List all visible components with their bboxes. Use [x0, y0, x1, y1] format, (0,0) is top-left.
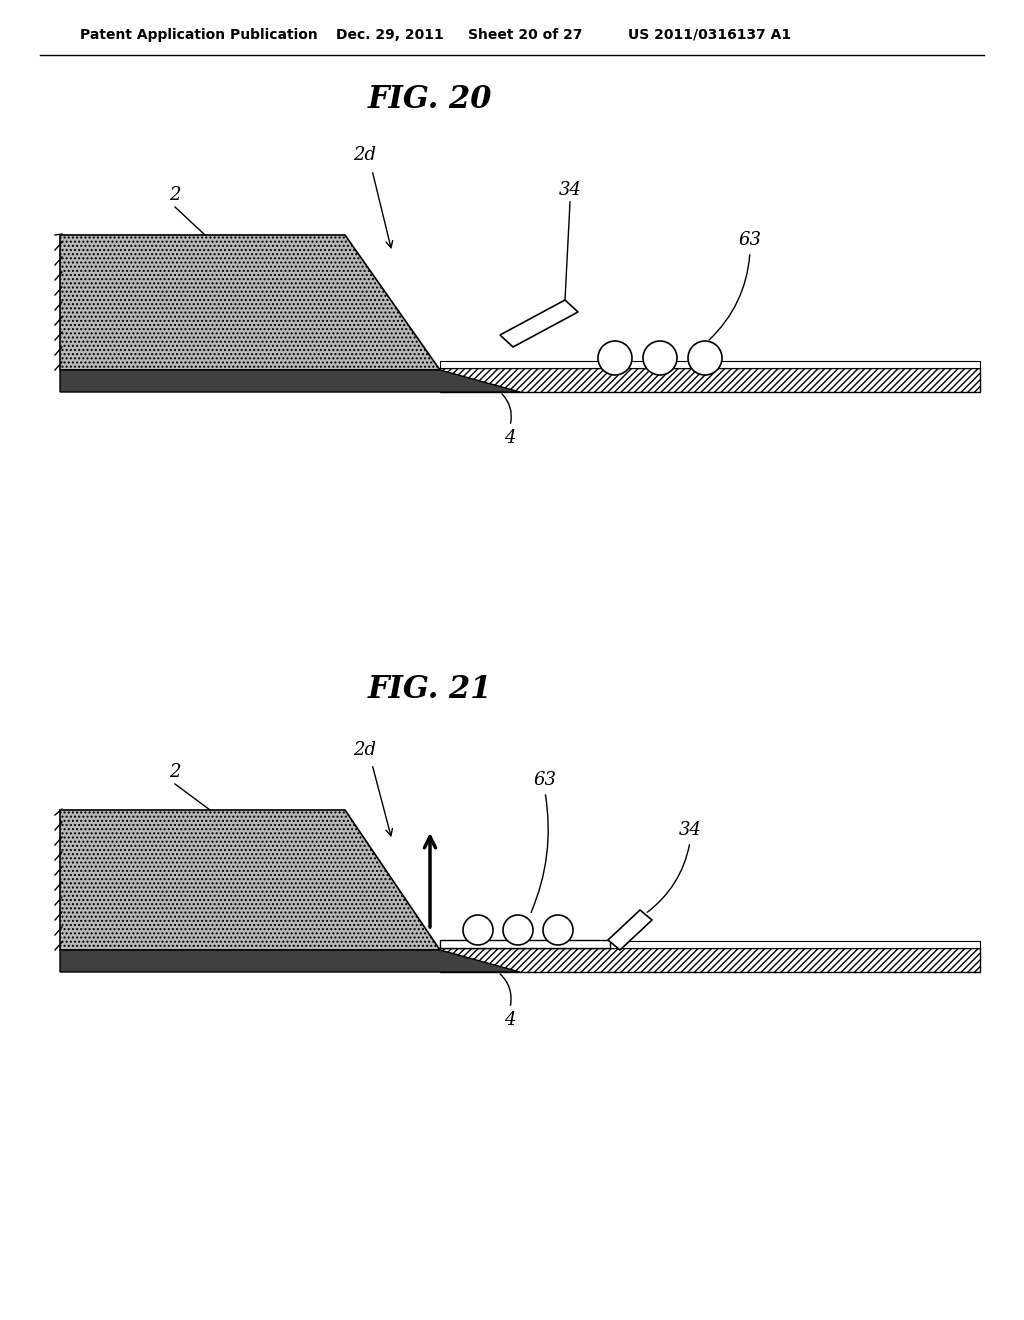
- Text: 34: 34: [679, 821, 701, 840]
- Polygon shape: [608, 909, 652, 950]
- Circle shape: [503, 915, 534, 945]
- Polygon shape: [60, 370, 520, 392]
- Circle shape: [598, 341, 632, 375]
- Text: 4: 4: [504, 1011, 516, 1030]
- Bar: [440, 948, 980, 972]
- Circle shape: [543, 915, 573, 945]
- Text: 2: 2: [169, 186, 181, 205]
- Text: Sheet 20 of 27: Sheet 20 of 27: [468, 28, 583, 42]
- Text: 2d: 2d: [353, 741, 377, 759]
- Bar: [440, 940, 610, 948]
- Polygon shape: [60, 950, 520, 972]
- Circle shape: [688, 341, 722, 375]
- Text: 34: 34: [558, 181, 582, 199]
- Polygon shape: [60, 235, 440, 370]
- Text: 63: 63: [534, 771, 556, 789]
- Text: FIG. 21: FIG. 21: [368, 675, 493, 705]
- Text: US 2011/0316137 A1: US 2011/0316137 A1: [629, 28, 792, 42]
- Text: 2: 2: [169, 763, 181, 781]
- Text: 2d: 2d: [353, 147, 377, 164]
- Text: 63: 63: [738, 231, 762, 249]
- Circle shape: [463, 915, 493, 945]
- Bar: [440, 368, 980, 392]
- Bar: [440, 360, 980, 368]
- Text: 4: 4: [504, 429, 516, 447]
- Text: Dec. 29, 2011: Dec. 29, 2011: [336, 28, 443, 42]
- Polygon shape: [500, 300, 578, 347]
- Circle shape: [643, 341, 677, 375]
- Bar: [440, 941, 980, 948]
- Polygon shape: [60, 810, 440, 950]
- Text: Patent Application Publication: Patent Application Publication: [80, 28, 317, 42]
- Text: FIG. 20: FIG. 20: [368, 84, 493, 116]
